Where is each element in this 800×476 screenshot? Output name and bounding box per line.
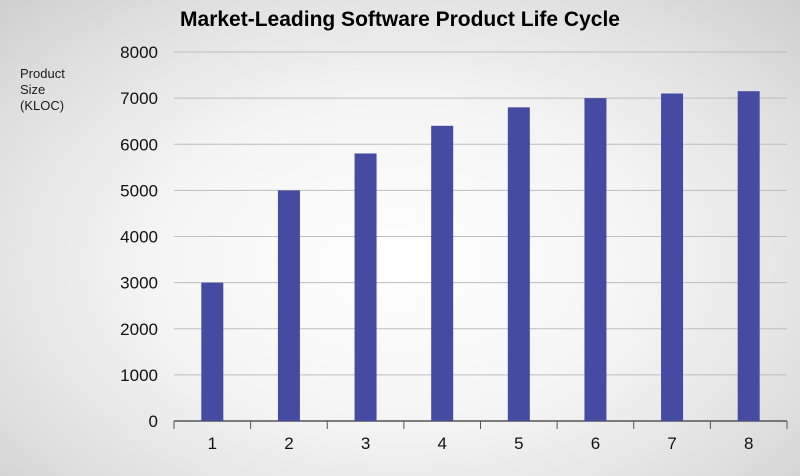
x-tick-label: 4 [437,434,446,453]
bar [201,282,224,421]
y-axis-label: Product Size (KLOC) [20,66,65,114]
y-tick-label: 3000 [120,274,158,293]
x-tick-label: 2 [284,434,293,453]
y-tick-label: 6000 [120,135,158,154]
bar [507,107,530,421]
bar [354,153,377,421]
bar [431,125,454,422]
bar [277,190,300,421]
y-tick-label: 8000 [120,43,158,62]
y-tick-label: 1000 [120,366,158,385]
y-axis-label-line-1: Product [20,66,65,81]
bar [584,98,607,421]
x-tick-label: 6 [591,434,600,453]
chart-title: Market-Leading Software Product Life Cyc… [180,8,620,31]
y-tick-label: 2000 [120,320,158,339]
x-tick-label: 3 [361,434,370,453]
y-tick-label: 5000 [120,181,158,200]
x-tick-label: 5 [514,434,523,453]
x-tick-label: 8 [744,434,753,453]
bar [661,93,684,421]
y-axis-label-line-2: Size [20,82,46,97]
x-tick-label: 1 [208,434,217,453]
y-tick-label: 0 [149,412,158,431]
bar [737,91,760,422]
y-tick-label: 4000 [120,228,158,247]
y-tick-label: 7000 [120,89,158,108]
y-axis-label-line-3: (KLOC) [20,98,65,113]
x-tick-label: 7 [667,434,676,453]
